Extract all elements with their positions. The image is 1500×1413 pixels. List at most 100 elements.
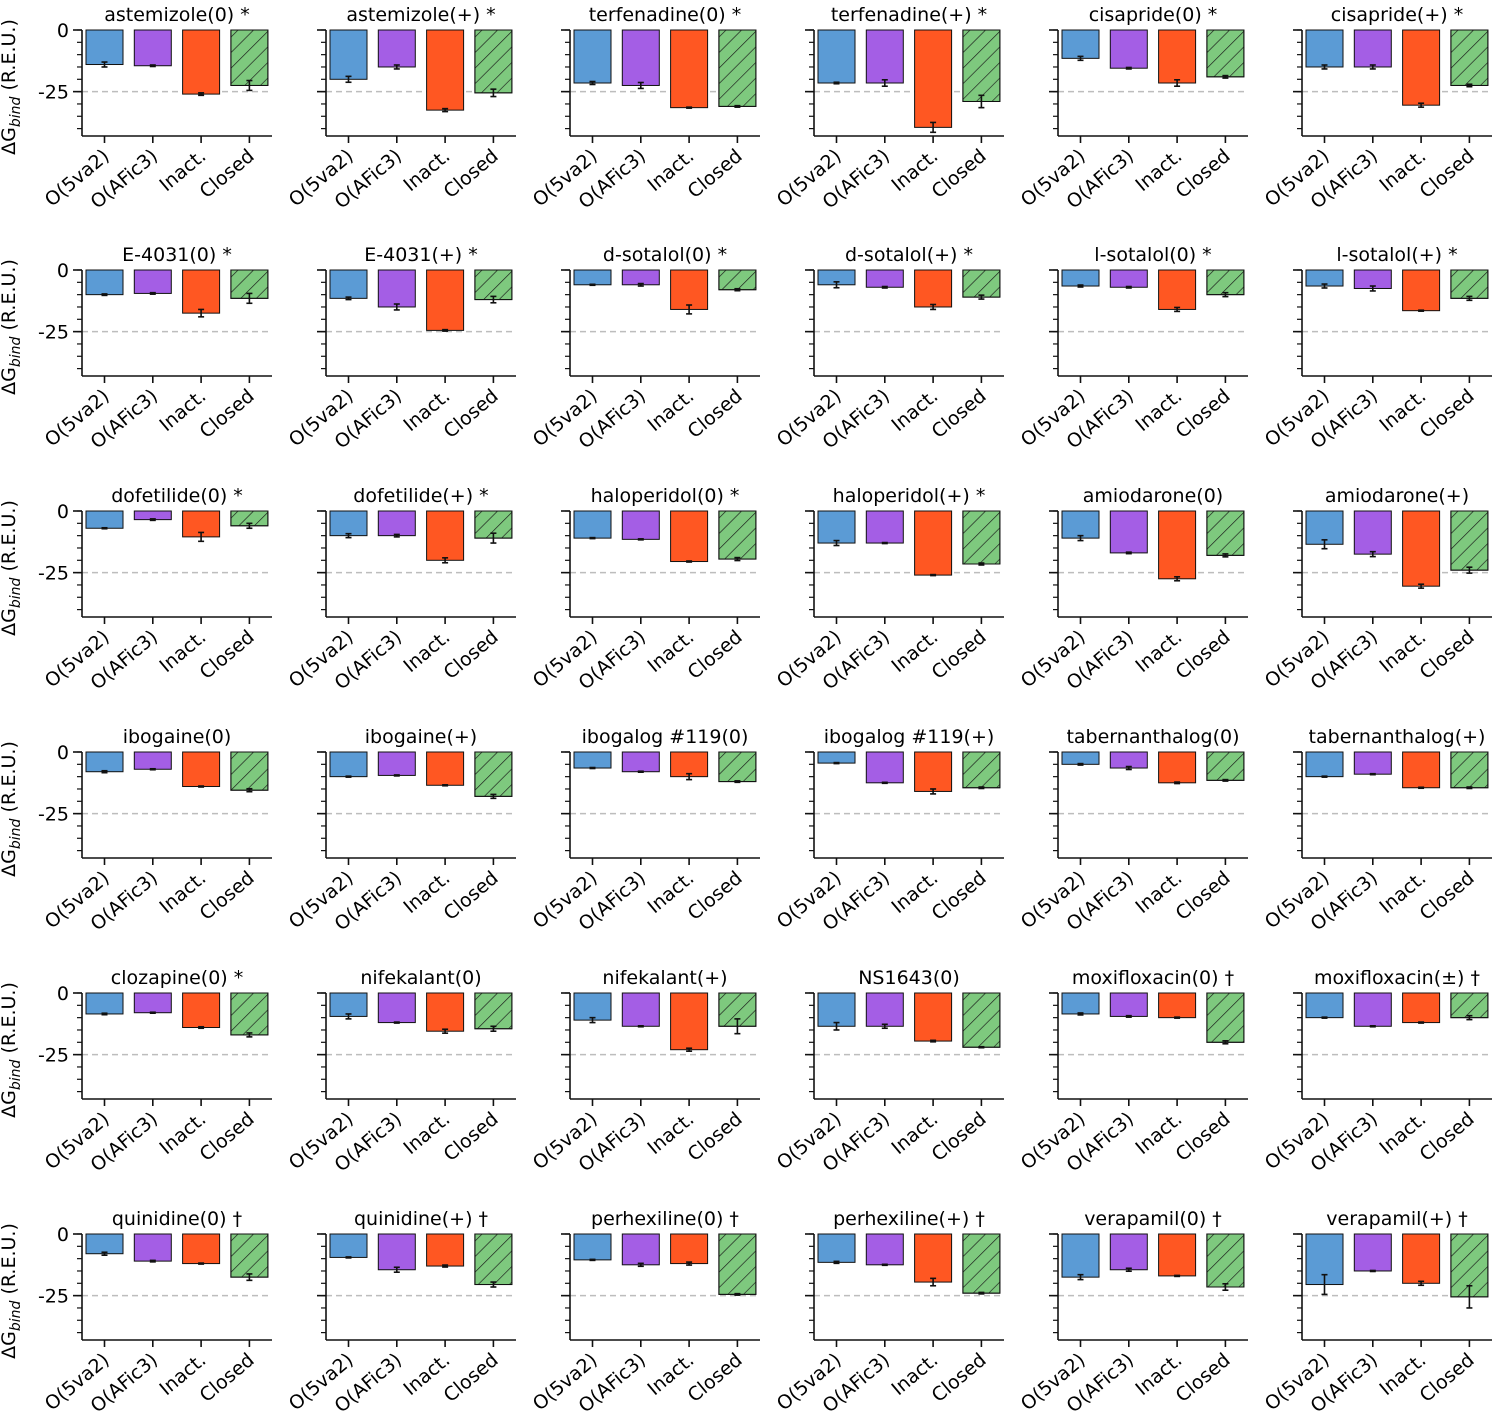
error-bar <box>1174 1016 1181 1019</box>
bar <box>1305 751 1344 778</box>
y-tick-label: -25 <box>38 804 69 826</box>
bar <box>573 1233 612 1261</box>
category-label: Closed <box>928 145 991 203</box>
error-bar <box>345 1256 352 1259</box>
error-bar <box>686 772 693 781</box>
bar-hatch <box>474 751 513 797</box>
error-bar <box>1369 550 1376 558</box>
error-bar <box>978 1045 985 1049</box>
error-bar <box>637 282 644 287</box>
bar <box>1109 29 1148 69</box>
error-bar <box>1077 55 1084 62</box>
error-bar <box>490 532 497 544</box>
bar <box>1402 992 1441 1024</box>
error-bar <box>930 573 937 577</box>
bar <box>1061 269 1100 287</box>
error-bar <box>1222 1040 1229 1045</box>
panel: tabernanthalog(0)O(5va2)O(AFic3)Inact.Cl… <box>1017 726 1248 935</box>
category-label: Closed <box>1416 626 1479 684</box>
error-bar <box>1321 1016 1328 1019</box>
error-bar <box>246 787 253 793</box>
panel-title: astemizole(+) * <box>346 4 495 26</box>
panel: d-sotalol(+) *O(5va2)O(AFic3)Inact.Close… <box>773 244 1004 453</box>
error-bar <box>490 1281 497 1288</box>
error-bar <box>930 303 937 311</box>
panel: astemizole(+) *O(5va2)O(AFic3)Inact.Clos… <box>285 4 516 213</box>
bar <box>1061 751 1100 765</box>
bar-hatch <box>1206 751 1245 781</box>
panel-title: ibogalog #119(0) <box>582 726 749 748</box>
bar-hatch <box>1450 751 1489 789</box>
bar <box>1158 269 1197 310</box>
bar <box>914 1233 953 1283</box>
bar <box>426 510 465 561</box>
category-label: Closed <box>928 626 991 684</box>
y-axis-label-prefix: ΔG <box>0 849 20 877</box>
error-bar <box>833 281 840 289</box>
error-bar <box>930 1277 937 1287</box>
bar <box>914 29 953 128</box>
bar <box>1402 751 1441 789</box>
error-bar <box>101 61 108 68</box>
error-bar <box>246 1032 253 1038</box>
y-axis-label-prefix: ΔG <box>0 1090 20 1118</box>
bar <box>329 269 368 299</box>
bar <box>1158 29 1197 84</box>
error-bar <box>1321 539 1328 550</box>
error-bar <box>393 303 400 311</box>
panel: ibogaine(+)O(5va2)O(AFic3)Inact.Closed <box>285 726 516 935</box>
bar-hatch <box>230 992 269 1036</box>
error-bar <box>686 1047 693 1052</box>
bar <box>1158 1233 1197 1277</box>
bar <box>1402 269 1441 312</box>
bar <box>329 510 368 537</box>
error-bar <box>833 539 840 547</box>
error-bar <box>1418 309 1425 312</box>
bar <box>1402 29 1441 106</box>
error-bar <box>686 304 693 315</box>
bar <box>865 751 904 784</box>
error-bar <box>101 1251 108 1257</box>
panel-title: perhexiline(+) † <box>833 1208 985 1230</box>
error-bar <box>101 526 108 530</box>
category-label: Closed <box>1172 385 1235 443</box>
category-label: Closed <box>1416 867 1479 925</box>
panel: l-sotalol(+) *O(5va2)O(AFic3)Inact.Close… <box>1261 244 1492 453</box>
error-bar <box>1466 295 1473 302</box>
error-bar <box>149 1259 156 1263</box>
panel: amiodarone(+)O(5va2)O(AFic3)Inact.Closed <box>1261 485 1492 694</box>
error-bar <box>637 538 644 541</box>
bar <box>914 751 953 792</box>
y-tick-label: -25 <box>38 322 69 344</box>
panel: haloperidol(+) *O(5va2)O(AFic3)Inact.Clo… <box>773 485 1004 694</box>
panel: perhexiline(0) †O(5va2)O(AFic3)Inact.Clo… <box>529 1208 760 1413</box>
y-tick-label: -25 <box>38 563 69 585</box>
bar <box>621 992 660 1027</box>
error-bar <box>198 92 205 97</box>
y-axis-label-suffix: (R.E.U.) <box>0 19 20 96</box>
bar <box>1061 992 1100 1015</box>
bar <box>1061 29 1100 59</box>
error-bar <box>1174 306 1181 313</box>
error-bar <box>1077 762 1084 766</box>
bar-hatch <box>962 751 1001 789</box>
bar <box>621 29 660 86</box>
bar <box>426 269 465 331</box>
bar-hatch <box>474 992 513 1030</box>
error-bar <box>1466 566 1473 574</box>
y-axis-label-suffix: (R.E.U.) <box>0 500 20 577</box>
bar-hatch <box>718 29 757 107</box>
error-bar <box>442 783 449 787</box>
category-label: Closed <box>440 867 503 925</box>
error-bar <box>345 296 352 301</box>
y-axis-label-sub: bind <box>8 1300 24 1331</box>
panel-title: perhexiline(0) † <box>591 1208 739 1230</box>
panel: terfenadine(+) *O(5va2)O(AFic3)Inact.Clo… <box>773 4 1004 213</box>
bar <box>573 751 612 769</box>
y-tick-label: 0 <box>57 260 69 282</box>
bar-hatch <box>1206 992 1245 1043</box>
category-label: Closed <box>1172 626 1235 684</box>
panel: quinidine(0) †0-25O(5va2)O(AFic3)Inact.C… <box>0 1208 272 1413</box>
error-bar <box>490 1025 497 1033</box>
panel-title: verapamil(+) † <box>1326 1208 1467 1230</box>
